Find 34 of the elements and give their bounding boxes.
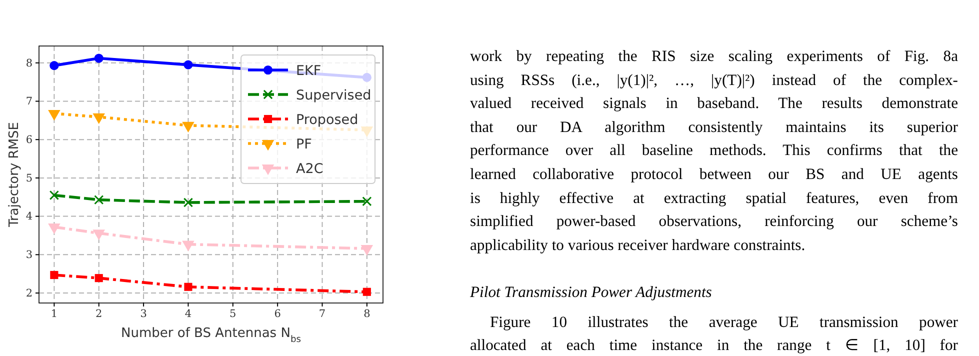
text: work by repeating the RIS size scaling experiments of Fig. 8a <box>470 47 958 67</box>
legend-label: EKF <box>296 63 322 79</box>
x-tick-label: 5 <box>230 308 236 320</box>
legend-label: A2C <box>296 161 324 177</box>
y-axis-title: Trajectory RMSE <box>7 122 22 228</box>
y-tick-label: 8 <box>26 57 32 70</box>
legend-label: PF <box>296 136 312 152</box>
x-tick-label: 1 <box>50 308 58 320</box>
text: learned collaborative protocol between our BS and UE agents <box>470 165 958 185</box>
x-tick-label: 3 <box>140 308 147 320</box>
x-tick-label: 7 <box>318 308 326 320</box>
y-tick-label: 6 <box>26 134 33 146</box>
text: is highly effective at extracting spatial features, even from <box>470 188 958 209</box>
x-tick-label: 8 <box>364 308 370 320</box>
text: valued received signals in baseband. The results demonstrate <box>470 94 958 114</box>
text: allocated at each time instance in the range t ∈ [1, 10] for <box>470 336 958 356</box>
y-tick-label: 3 <box>26 249 32 262</box>
y-tick-label: 5 <box>26 172 32 184</box>
text: applicability to various receiver hardware constraints. <box>470 236 806 256</box>
caption: Figure 10 illustrates the average UE transmission power <box>489 313 958 333</box>
text: Pilot Transmission Power Adjustments <box>470 283 713 303</box>
y-tick-label: 7 <box>26 96 32 108</box>
legend-label: Supervised <box>296 88 372 104</box>
x-tick-label: 2 <box>96 308 102 320</box>
x-axis-title: Number of BS Antennas N$_{bs}$ <box>121 326 302 345</box>
text: using RSSs (i.e., |y(1)|², …, |y(T)|²) instead of the complex- <box>470 70 958 91</box>
text: that our DA algorithm consistently maintains its superior <box>470 118 958 138</box>
x-tick-label: 6 <box>274 308 282 320</box>
y-tick-label: 2 <box>26 287 32 300</box>
x-tick-label: 4 <box>184 308 192 320</box>
y-tick-label: 4 <box>26 210 33 223</box>
text: performance over all baseline methods. This confirms that the <box>470 141 958 162</box>
legend-label: Proposed <box>296 112 358 128</box>
text: simplified power-based observations, reinforcing our scheme’s <box>470 212 958 232</box>
